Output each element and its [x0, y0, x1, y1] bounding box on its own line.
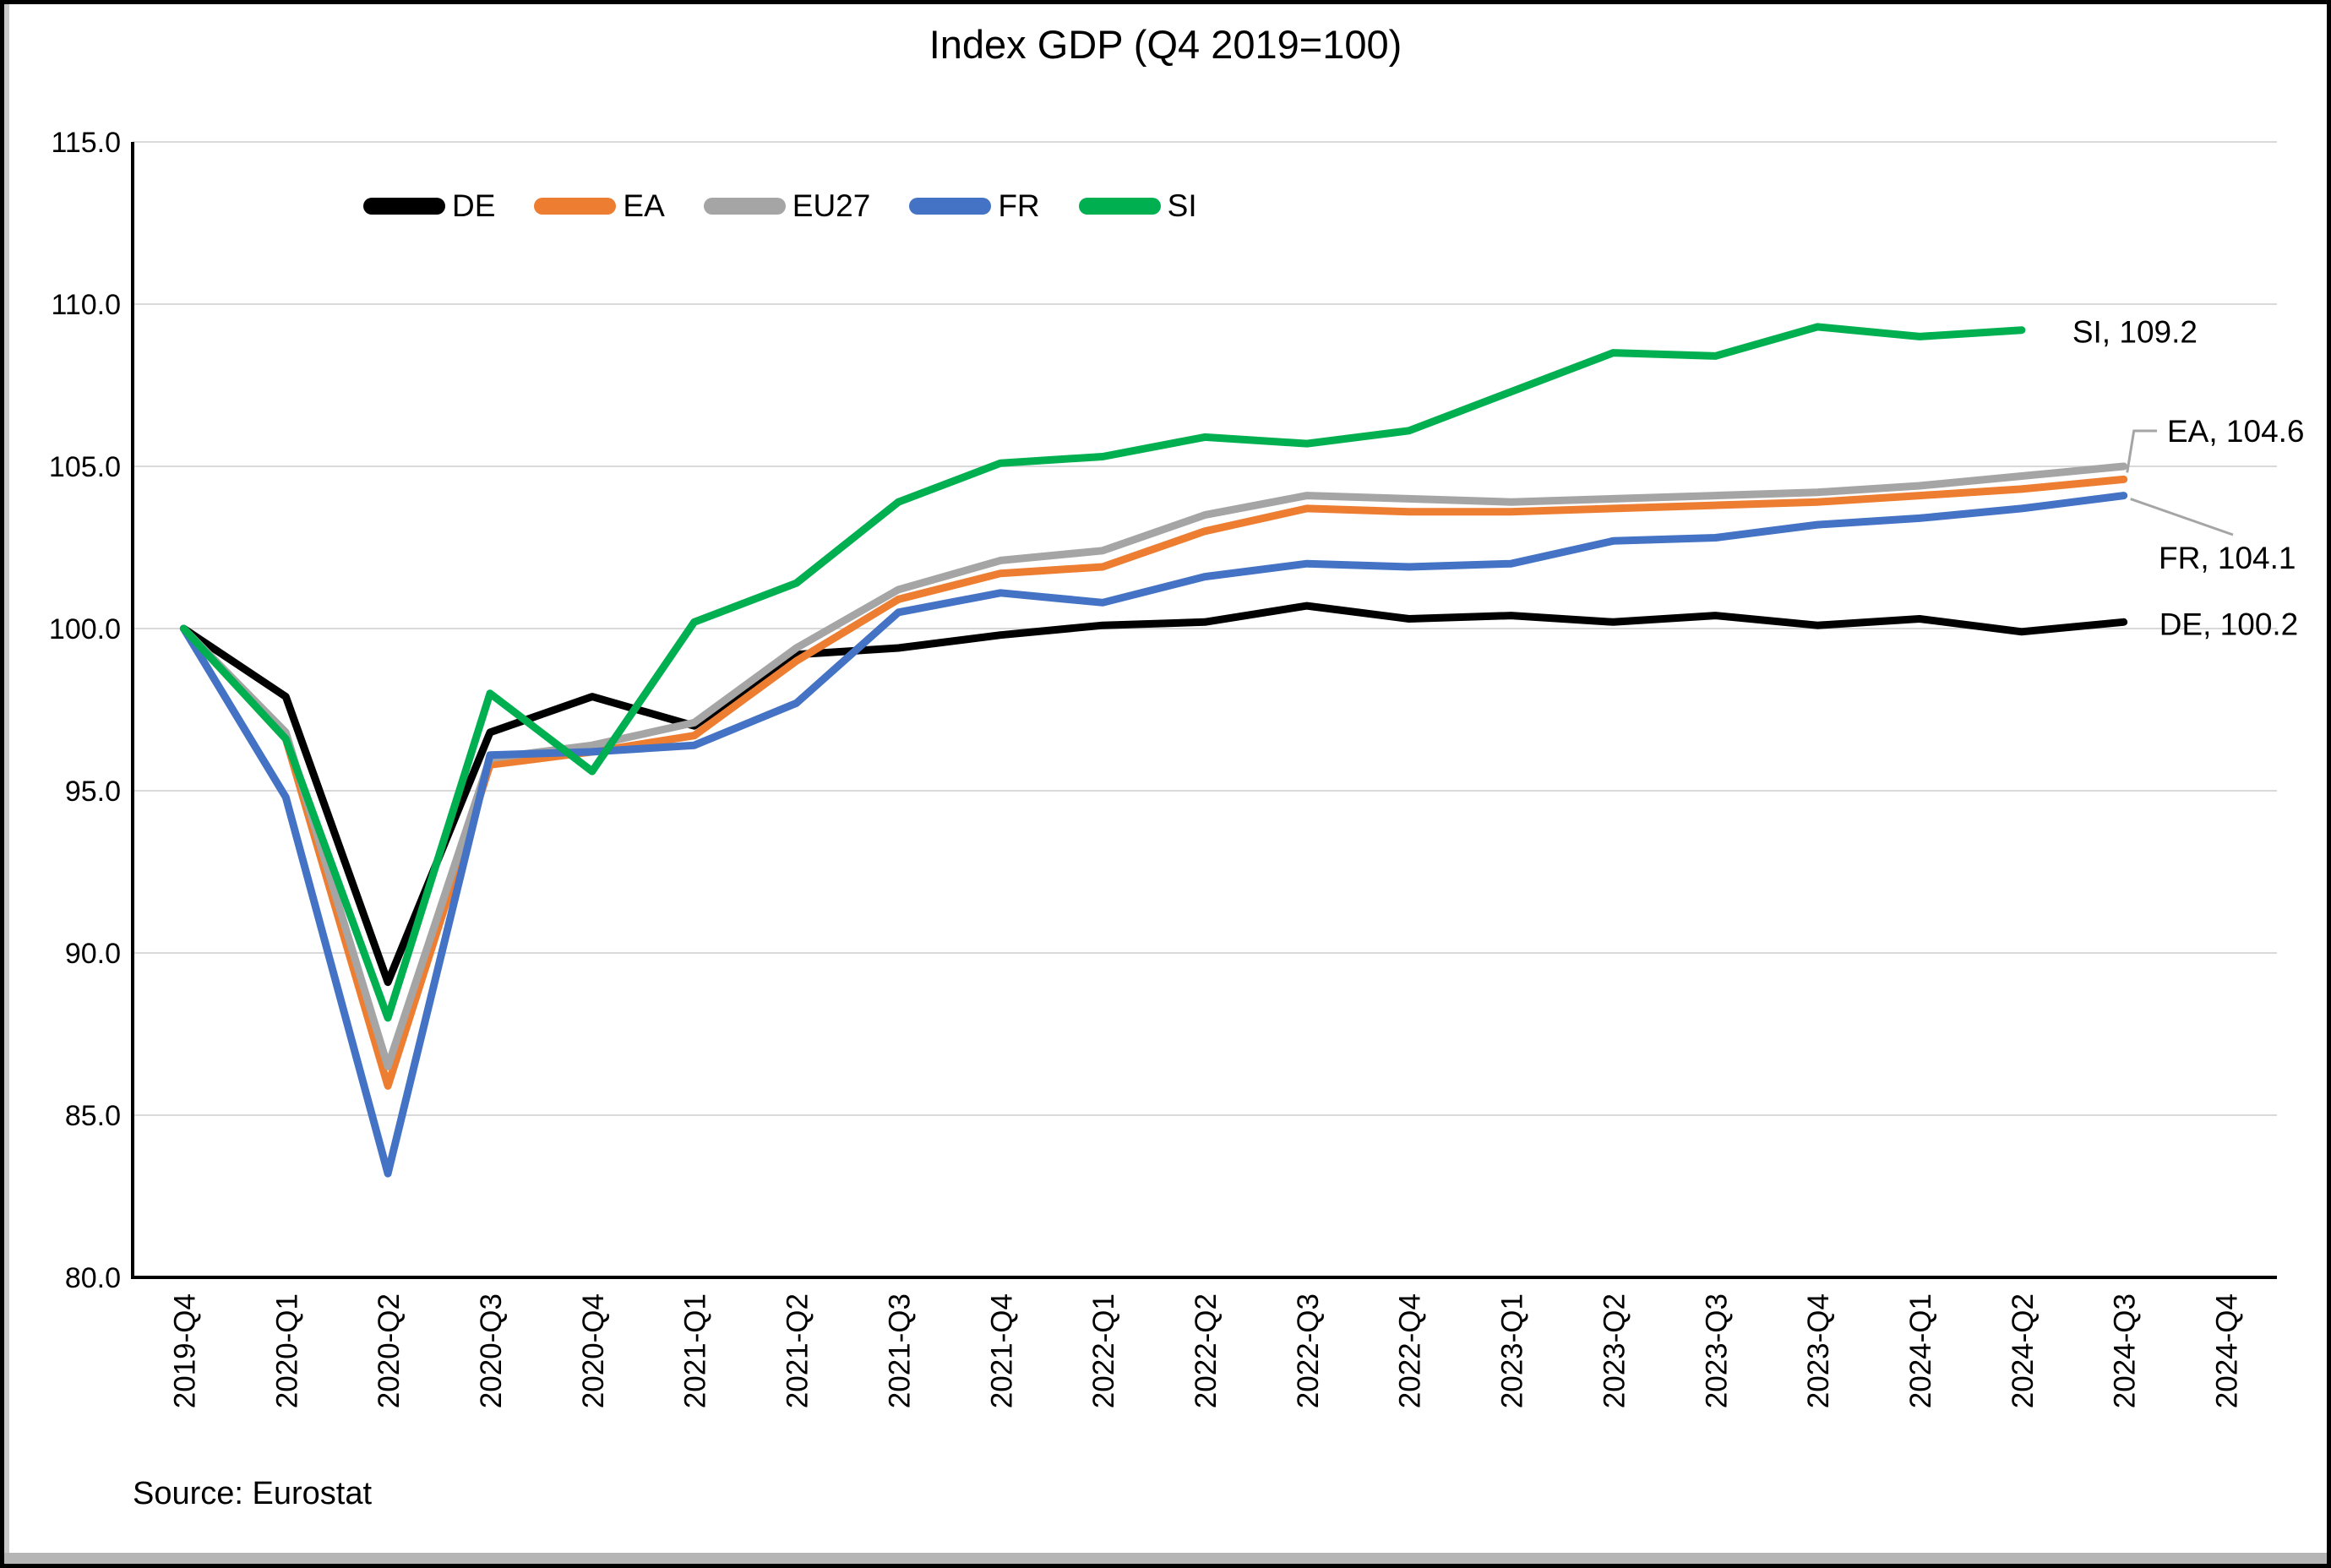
y-tick-label: 115.0 [51, 127, 121, 159]
x-tick-label: 2021-Q4 [985, 1293, 1018, 1408]
chart-title: Index GDP (Q4 2019=100) [929, 22, 1402, 67]
legend-item-EU27: EU27 [703, 188, 871, 224]
series-lines [179, 323, 2128, 1178]
x-tick-label: 2020-Q3 [475, 1293, 508, 1408]
legend-item-DE: DE [363, 188, 495, 224]
legend: DE EA EU27 FR SI [363, 188, 1197, 224]
y-tick-label: 105.0 [49, 451, 121, 483]
legend-label-EU27: EU27 [792, 188, 871, 223]
y-axis-labels: 115.0 110.0 105.0 100.0 95.0 90.0 85.0 80.0 [49, 127, 121, 1294]
legend-label-SI: SI [1167, 188, 1197, 223]
series-line-SI [179, 323, 2026, 1022]
series-line-DE [179, 602, 2128, 987]
x-tick-label: 2023-Q3 [1700, 1293, 1733, 1408]
end-label-FR: FR, 104.1 [2159, 541, 2296, 575]
axes [131, 142, 2277, 1279]
legend-swatch-EA [534, 198, 617, 215]
x-tick-label: 2022-Q3 [1292, 1293, 1325, 1408]
end-label-EA: EA, 104.6 [2167, 414, 2305, 449]
end-label-DE: DE, 100.2 [2159, 607, 2299, 641]
x-tick-label: 2020-Q4 [577, 1293, 610, 1408]
leader-line-FR [2130, 498, 2234, 536]
legend-label-FR: FR [998, 188, 1040, 223]
window-left-edge [4, 4, 9, 1564]
legend-item-SI: SI [1078, 188, 1197, 224]
y-tick-label: 110.0 [51, 289, 121, 321]
end-label-SI: SI, 109.2 [2072, 315, 2198, 350]
legend-swatch-SI [1078, 198, 1161, 215]
series-line-FR [179, 492, 2128, 1178]
y-tick-label: 80.0 [65, 1262, 121, 1294]
source-note: Source: Eurostat [133, 1476, 373, 1511]
x-axis-labels: 2019-Q4 2020-Q1 2020-Q2 2020-Q3 2020-Q4 2021-… [168, 1293, 2243, 1408]
x-tick-label: 2024-Q1 [1904, 1293, 1937, 1408]
x-tick-label: 2023-Q4 [1802, 1293, 1835, 1408]
legend-item-EA: EA [534, 188, 665, 224]
x-tick-label: 2024-Q2 [2007, 1293, 2040, 1408]
x-tick-label: 2019-Q4 [168, 1293, 201, 1408]
legend-swatch-EU27 [703, 198, 786, 215]
y-tick-label: 100.0 [49, 613, 121, 645]
leader-line-EA [2126, 429, 2157, 473]
legend-swatch-FR [909, 198, 992, 215]
legend-swatch-DE [363, 198, 445, 215]
x-tick-label: 2021-Q1 [679, 1293, 712, 1408]
legend-label-DE: DE [452, 188, 496, 223]
gridlines [133, 141, 2277, 1116]
x-tick-label: 2021-Q3 [883, 1293, 916, 1408]
series-line-EA [179, 475, 2128, 1090]
x-tick-label: 2020-Q2 [373, 1293, 406, 1408]
x-tick-label: 2024-Q3 [2109, 1293, 2142, 1408]
x-tick-label: 2023-Q2 [1598, 1293, 1631, 1408]
x-tick-label: 2022-Q4 [1394, 1293, 1427, 1408]
y-tick-label: 85.0 [65, 1100, 121, 1132]
y-tick-label: 90.0 [65, 938, 121, 970]
legend-label-EA: EA [623, 188, 665, 223]
data-end-labels: DE, 100.2 EA, 104.6 FR, 104.1 SI, 109.2 [2072, 315, 2305, 642]
legend-item-FR: FR [909, 188, 1040, 224]
x-tick-label: 2023-Q1 [1496, 1293, 1529, 1408]
y-tick-label: 95.0 [65, 776, 121, 808]
x-tick-label: 2022-Q1 [1087, 1293, 1120, 1408]
x-tick-label: 2021-Q2 [782, 1293, 814, 1408]
window-bottom-edge [4, 1553, 2327, 1564]
x-tick-label: 2022-Q2 [1190, 1293, 1223, 1408]
chart-svg: 115.0 110.0 105.0 100.0 95.0 90.0 85.0 80.0 201… [49, 127, 2305, 1408]
x-tick-label: 2020-Q1 [270, 1293, 303, 1408]
x-tick-label: 2024-Q4 [2211, 1293, 2244, 1408]
